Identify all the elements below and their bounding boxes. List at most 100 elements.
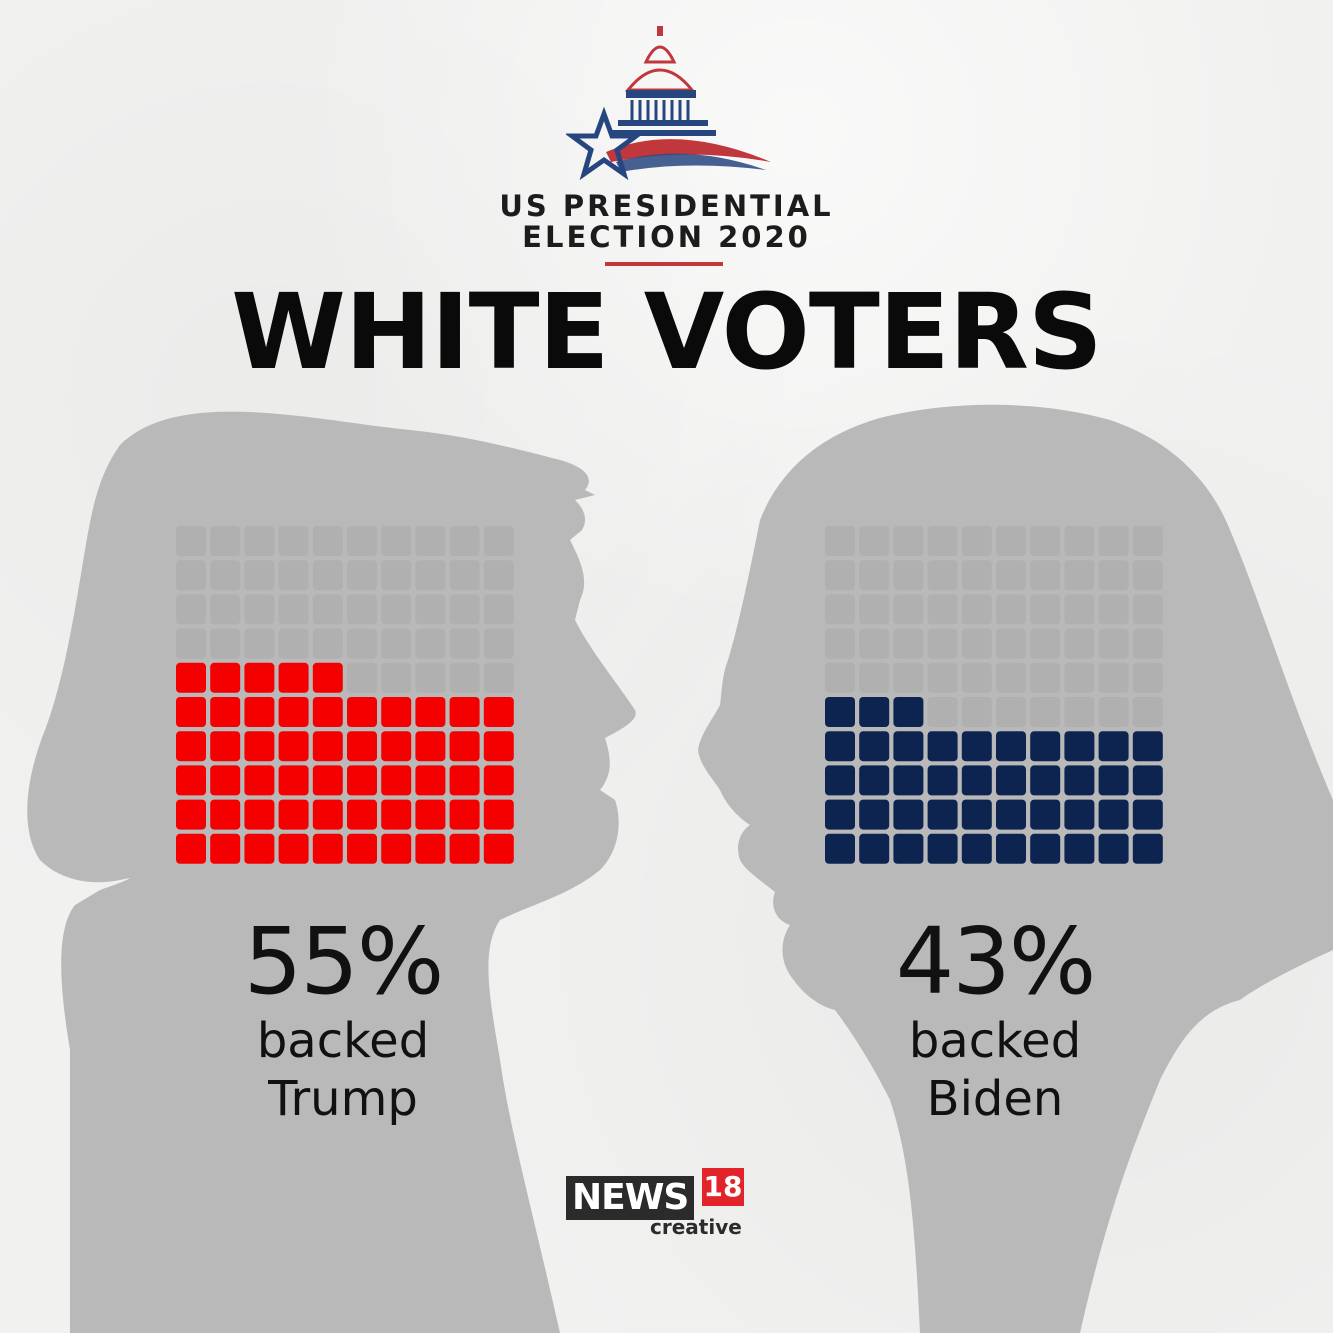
waffle-cell-empty (927, 697, 958, 727)
waffle-cell-filled (210, 799, 241, 830)
waffle-cell-filled (449, 799, 480, 830)
waffle-cell-filled (893, 833, 924, 864)
waffle-cell-filled (483, 697, 514, 727)
biden-caption-line1: backed (908, 1013, 1082, 1069)
waffle-cell-empty (278, 560, 309, 591)
waffle-cell-empty (347, 594, 377, 625)
waffle-cell-filled (1098, 765, 1129, 796)
waffle-cell-empty (825, 662, 855, 693)
waffle-cell-filled (278, 731, 309, 762)
waffle-cell-filled (210, 662, 241, 693)
waffle-cell-filled (1064, 765, 1095, 796)
waffle-cell-empty (381, 594, 412, 625)
waffle-cell-empty (483, 560, 514, 591)
waffle-cell-empty (176, 526, 206, 556)
waffle-cell-empty (1132, 628, 1163, 659)
capitol-dome-icon (612, 26, 716, 136)
waffle-cell-filled (210, 731, 241, 762)
waffle-cell-empty (927, 662, 958, 693)
waffle-cell-filled (176, 697, 206, 727)
waffle-cell-filled (278, 662, 309, 693)
waffle-cell-filled (961, 833, 992, 864)
waffle-cell-filled (996, 833, 1026, 864)
biden-caption-line2: Biden (926, 1071, 1064, 1127)
waffle-cell-filled (381, 833, 412, 864)
waffle-cell-empty (176, 594, 206, 625)
waffle-cell-empty (825, 526, 855, 556)
waffle-cell-empty (210, 628, 241, 659)
waffle-cell-filled (1030, 799, 1061, 830)
waffle-cell-filled (961, 731, 992, 762)
news-brand: NEWS (566, 1176, 695, 1220)
waffle-cell-empty (961, 662, 992, 693)
waffle-cell-empty (996, 560, 1026, 591)
waffle-cell-filled (893, 731, 924, 762)
waffle-cell-filled (176, 662, 206, 693)
header-line-1: US PRESIDENTIAL (499, 189, 834, 223)
trump-caption-line2: Trump (268, 1071, 418, 1127)
waffle-biden (825, 526, 1163, 864)
waffle-cell-empty (1132, 560, 1163, 591)
waffle-cell-empty (415, 526, 446, 556)
page-title: WHITE VOTERS (231, 271, 1103, 393)
waffle-cell-filled (312, 799, 343, 830)
waffle-cell-filled (1030, 833, 1061, 864)
waffle-cell-filled (483, 731, 514, 762)
waffle-cell-empty (381, 560, 412, 591)
waffle-cell-empty (893, 628, 924, 659)
waffle-cell-filled (415, 697, 446, 727)
waffle-cell-empty (1098, 662, 1129, 693)
waffle-cell-empty (1098, 526, 1129, 556)
waffle-cell-filled (244, 765, 275, 796)
waffle-cell-filled (1064, 833, 1095, 864)
waffle-cell-filled (210, 765, 241, 796)
waffle-cell-empty (859, 560, 890, 591)
waffle-cell-filled (961, 765, 992, 796)
waffle-cell-filled (996, 799, 1026, 830)
waffle-cell-empty (893, 526, 924, 556)
waffle-cell-empty (961, 628, 992, 659)
waffle-cell-empty (415, 628, 446, 659)
waffle-cell-empty (347, 526, 377, 556)
waffle-cell-filled (415, 731, 446, 762)
waffle-cell-filled (278, 799, 309, 830)
waffle-cell-empty (859, 662, 890, 693)
waffle-cell-empty (244, 628, 275, 659)
waffle-cell-empty (1064, 560, 1095, 591)
waffle-cell-filled (244, 697, 275, 727)
waffle-cell-empty (483, 594, 514, 625)
waffle-cell-empty (312, 526, 343, 556)
waffle-cell-filled (381, 765, 412, 796)
waffle-cell-filled (893, 799, 924, 830)
news-brand-sub: creative (650, 1215, 742, 1239)
waffle-cell-empty (1030, 560, 1061, 591)
waffle-cell-filled (483, 833, 514, 864)
waffle-cell-filled (278, 697, 309, 727)
waffle-cell-empty (312, 560, 343, 591)
waffle-cell-filled (347, 731, 377, 762)
waffle-cell-empty (483, 526, 514, 556)
waffle-cell-empty (1064, 697, 1095, 727)
waffle-cell-empty (449, 662, 480, 693)
waffle-cell-empty (825, 560, 855, 591)
waffle-cell-filled (176, 765, 206, 796)
waffle-cell-empty (1030, 628, 1061, 659)
waffle-cell-filled (449, 697, 480, 727)
waffle-cell-filled (1098, 833, 1129, 864)
biden-silhouette (698, 404, 1333, 1333)
waffle-cell-empty (210, 526, 241, 556)
waffle-cell-empty (1064, 628, 1095, 659)
waffle-cell-empty (996, 628, 1026, 659)
waffle-cell-empty (1098, 594, 1129, 625)
waffle-cell-empty (1030, 594, 1061, 625)
waffle-cell-empty (347, 662, 377, 693)
waffle-cell-empty (415, 560, 446, 591)
waffle-cell-filled (347, 765, 377, 796)
waffle-cell-empty (996, 697, 1026, 727)
waffle-cell-empty (961, 526, 992, 556)
waffle-cell-filled (927, 731, 958, 762)
waffle-cell-filled (1132, 799, 1163, 830)
waffle-cell-empty (927, 560, 958, 591)
waffle-cell-filled (859, 765, 890, 796)
waffle-cell-filled (996, 765, 1026, 796)
